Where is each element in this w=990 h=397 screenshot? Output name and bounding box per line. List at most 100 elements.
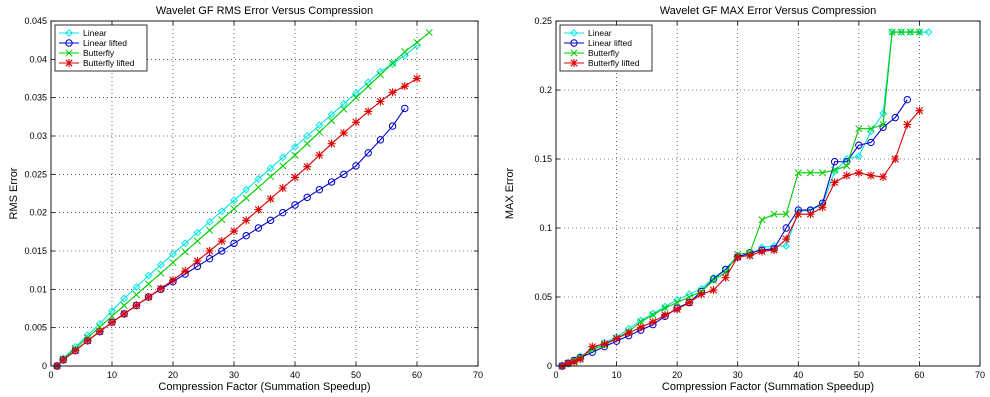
data-point: [156, 284, 165, 293]
chart-title: Wavelet GF RMS Error Versus Compression: [156, 5, 373, 17]
data-point: [266, 216, 275, 225]
x-tick-label: 20: [168, 370, 178, 380]
data-point: [315, 185, 324, 194]
data-point: [388, 88, 397, 97]
data-point: [830, 158, 839, 166]
data-point: [303, 193, 311, 202]
data-point: [673, 305, 682, 314]
y-tick-label: 0.01: [29, 284, 47, 294]
data-point: [624, 328, 633, 337]
data-point: [637, 318, 645, 326]
legend-label: Linear: [588, 28, 612, 38]
data-point: [388, 122, 397, 130]
data-point: [181, 248, 189, 256]
max-error-chart: 0 10 20 30 40 50 60 70 0 0.05 0.1 0.15 0.2 0.25 Wavele…: [504, 5, 985, 393]
x-axis-label: Compression Factor (Summation Speedup): [158, 381, 370, 393]
data-point: [830, 178, 839, 187]
data-point: [217, 207, 226, 216]
data-point: [636, 323, 645, 332]
data-point: [108, 306, 116, 315]
data-point: [205, 247, 214, 255]
y-tick-label: 0.15: [534, 154, 552, 164]
data-point: [364, 107, 373, 116]
data-point: [855, 125, 863, 133]
y-tick-label: 0.035: [24, 93, 47, 103]
y-tick-label: 0.03: [29, 131, 47, 141]
data-point: [376, 97, 385, 106]
x-tick-label: 40: [793, 370, 803, 380]
data-point: [327, 139, 336, 148]
data-point: [649, 311, 657, 319]
data-point: [95, 327, 104, 336]
x-tick-label: 40: [290, 370, 300, 380]
data-point: [903, 120, 912, 129]
legend-swatch-marker: [65, 39, 73, 47]
data-point: [339, 128, 348, 137]
legend-swatch-marker: [65, 29, 73, 37]
data-point: [903, 95, 912, 104]
data-point: [230, 196, 238, 205]
data-point: [782, 210, 790, 218]
data-point: [648, 317, 657, 326]
legend-label: Butterfly lifted: [83, 58, 135, 68]
data-point: [612, 334, 621, 343]
legend-swatch-marker: [570, 39, 578, 47]
legend-label: Linear lifted: [588, 38, 632, 48]
y-tick-label: 0: [42, 361, 47, 371]
data-point: [400, 82, 409, 91]
rms-error-chart: 0 10 20 30 40 50 60 70 0 0.005 0.01 0.015 0.02 0.025 0…: [8, 5, 483, 393]
data-point: [193, 237, 201, 245]
data-point: [193, 228, 202, 237]
data-point: [831, 166, 839, 174]
data-point: [242, 194, 250, 202]
x-tick-label: 50: [854, 370, 864, 380]
series-butterfly-lifted: [558, 106, 924, 370]
data-point: [145, 280, 153, 288]
data-point: [915, 106, 924, 115]
y-axis-label: RMS Error: [8, 167, 20, 219]
data-point: [888, 28, 896, 36]
legend-swatch-marker: [570, 59, 578, 67]
x-tick-label: 10: [107, 370, 117, 380]
data-point: [242, 216, 251, 225]
data-point: [709, 286, 718, 295]
data-point: [425, 28, 433, 37]
data-point: [685, 298, 694, 307]
data-point: [254, 224, 263, 232]
data-point: [279, 208, 287, 217]
y-tick-label: 0.02: [29, 208, 47, 218]
data-point: [352, 89, 360, 97]
data-point: [854, 168, 863, 177]
data-point: [71, 346, 80, 355]
data-point: [388, 60, 397, 68]
data-point: [108, 312, 116, 320]
data-point: [588, 342, 597, 351]
data-point: [782, 235, 791, 244]
data-point: [206, 226, 214, 234]
data-point: [217, 237, 226, 246]
data-point: [278, 153, 287, 162]
data-point: [879, 172, 888, 181]
data-point: [193, 256, 202, 265]
data-point: [59, 355, 68, 364]
data-point: [782, 224, 790, 232]
data-point: [915, 28, 924, 36]
data-point: [279, 162, 287, 170]
data-point: [352, 118, 360, 127]
data-point: [842, 171, 851, 180]
data-point: [891, 113, 899, 122]
series-line: [56, 45, 418, 367]
data-point: [401, 104, 409, 113]
data-point: [291, 173, 299, 182]
data-point: [83, 336, 92, 345]
data-point: [709, 276, 718, 284]
data-point: [685, 293, 693, 301]
data-point: [156, 260, 165, 269]
data-point: [745, 251, 754, 260]
data-point: [758, 216, 766, 224]
data-point: [721, 273, 730, 282]
data-point: [364, 82, 372, 90]
data-point: [120, 294, 129, 303]
